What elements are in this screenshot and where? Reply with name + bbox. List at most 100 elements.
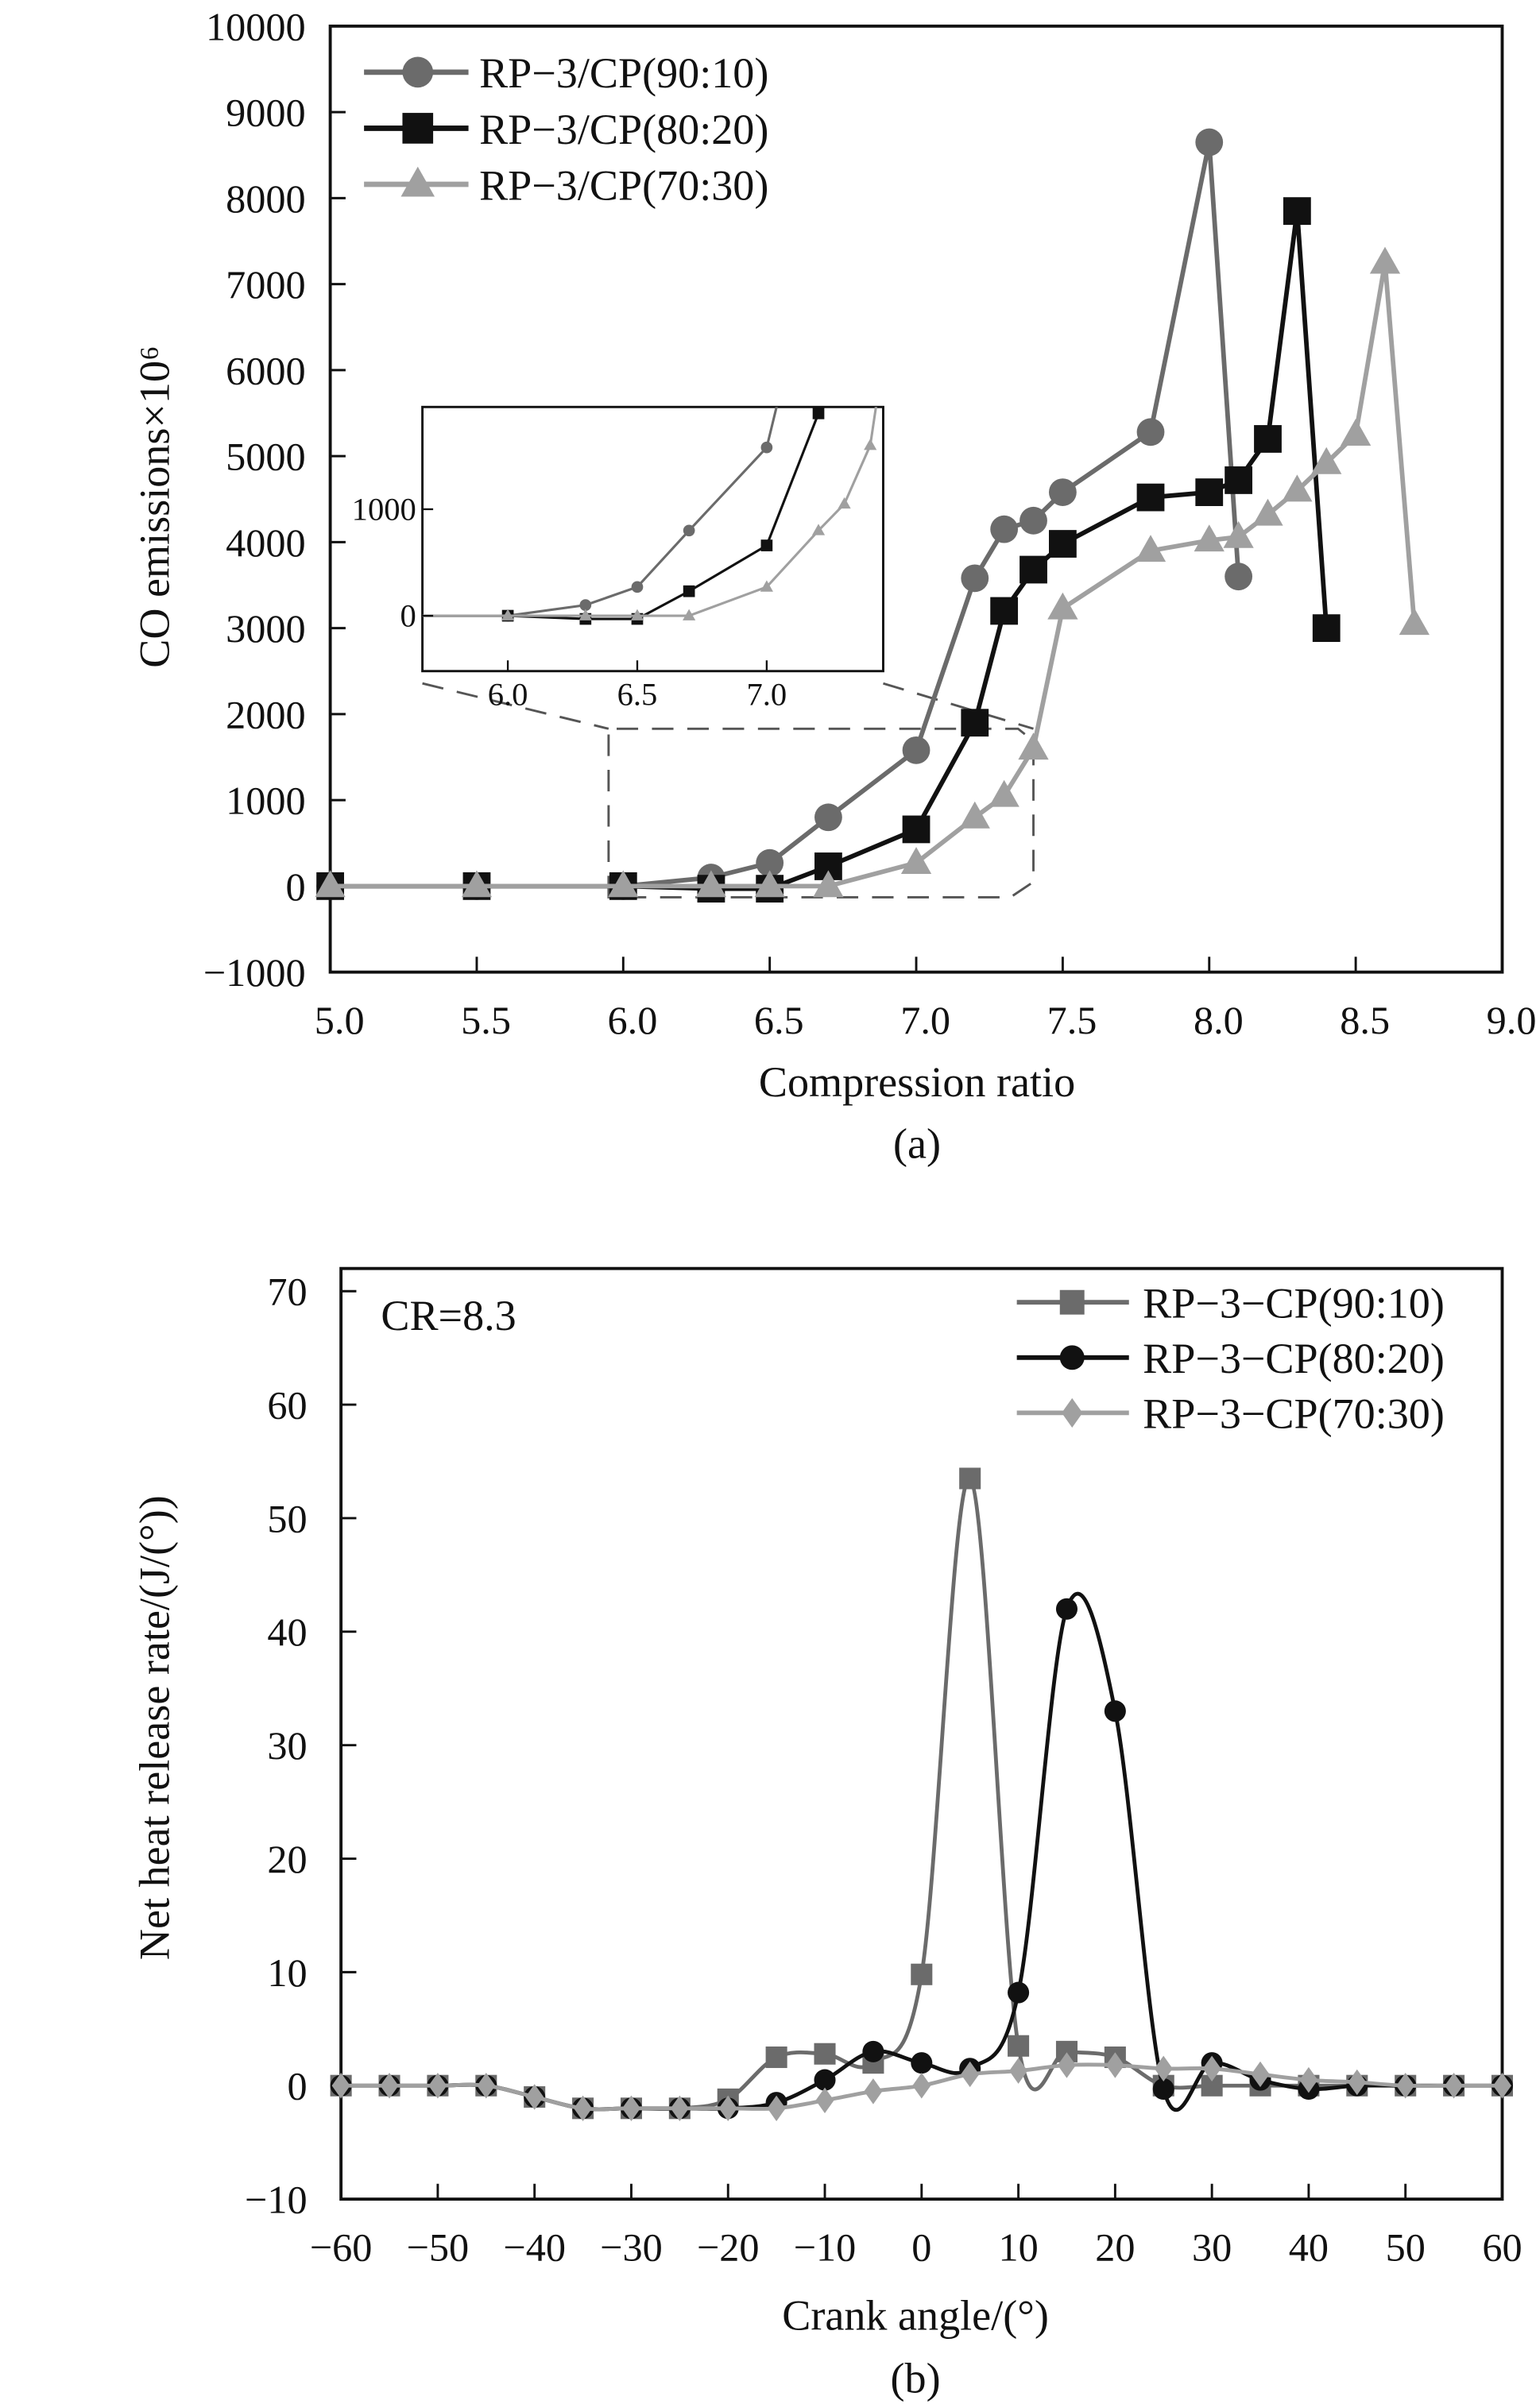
chart-b-data-point	[912, 2072, 931, 2099]
chart-a-legend-marker	[400, 166, 435, 197]
chart-a-inset-data-point	[968, 129, 980, 141]
chart-b-legend-label: RP−3−CP(70:30)	[1143, 1390, 1445, 1438]
chart-a-data-point	[813, 870, 844, 898]
chart-b-data-point	[1154, 2055, 1173, 2082]
chart-a-inset-data-point	[760, 441, 773, 454]
chart-a-inset-data-point	[1097, 119, 1109, 130]
chart-a-data-point	[989, 779, 1019, 807]
chart-b-xtick-label: 0	[911, 2224, 931, 2269]
chart-a-inset-data-point	[890, 186, 902, 198]
chart-b-data-point	[814, 2043, 836, 2065]
chart-b-xtick-label: 20	[1095, 2224, 1135, 2269]
chart-b-ytick-label: −10	[245, 2177, 308, 2221]
chart-b-ytick-label: 70	[267, 1270, 307, 1314]
chart-a-inset-data-point	[1201, 284, 1213, 296]
chart-a-inset-data-point	[838, 269, 850, 281]
chart-a-data-point	[1283, 197, 1311, 226]
chart-a-data-point	[814, 803, 842, 832]
chart-a-xtick-label: 7.0	[900, 998, 950, 1042]
chart-b-ytick-label: 50	[267, 1496, 307, 1540]
chart-b-data-point	[1055, 1598, 1078, 1620]
chart-a-xlabel: Compression ratio	[759, 1058, 1075, 1106]
chart-a-data-point	[1223, 520, 1254, 548]
chart-b-data-point	[621, 2095, 640, 2122]
chart-b-data-point	[1396, 2072, 1415, 2099]
chart-b-ytick-label: 10	[267, 1950, 307, 1995]
chart-b-data-point	[574, 2095, 593, 2122]
chart-a-data-point	[461, 870, 493, 898]
chart-b-data-point	[477, 2072, 496, 2099]
chart-a-inset-data-point	[630, 609, 644, 620]
chart-a-inset-data-point	[373, 610, 385, 622]
chart-b-xtick-label: −20	[697, 2224, 760, 2269]
chart-a-ytick-label: 6000	[226, 348, 306, 392]
chart-a-inset-data-point	[372, 609, 385, 620]
chart-b-xtick-label: 10	[998, 2224, 1038, 2269]
chart-a-legend-label: RP−3/CP(70:30)	[479, 161, 768, 209]
chart-b-xlabel: Crank angle/(°)	[782, 2291, 1049, 2339]
chart-a-data-point	[1135, 535, 1167, 562]
chart-a-xtick-label: 6.5	[754, 998, 804, 1042]
chart-b-ytick-label: 30	[267, 1723, 307, 1768]
chart-a-ytick-label: 5000	[226, 435, 306, 479]
chart-a-inset-data-point	[812, 407, 825, 419]
chart-a-inset-series-line	[422, 407, 877, 617]
chart-a-inset-data-point	[373, 610, 385, 622]
chart-a-xtick-label: 6.0	[608, 998, 658, 1042]
chart-b-xtick-label: 40	[1289, 2224, 1329, 2269]
chart-a-xtick-label: 7.5	[1047, 998, 1097, 1042]
chart-b-data-point	[525, 2084, 544, 2110]
chart-a-inset-data-point	[864, 439, 877, 450]
chart-b-data-point	[1299, 2066, 1318, 2093]
chart-a-legend-label: RP−3/CP(90:10)	[479, 49, 768, 97]
chart-a-data-point	[315, 870, 346, 898]
chart-b-data-point	[959, 1467, 981, 1490]
chart-b-legend-label: RP−3−CP(80:20)	[1143, 1335, 1445, 1382]
chart-a-inset-series-line	[422, 407, 822, 620]
chart-b-xtick-label: −40	[503, 2224, 566, 2269]
chart-a-data-point	[902, 736, 930, 764]
chart-a-inset-data-point	[865, 218, 876, 230]
chart-b-xtick-label: 60	[1482, 2224, 1522, 2269]
chart-a-data-point	[1048, 530, 1077, 558]
chart-a-inset-frame	[421, 405, 884, 673]
chart-a-data-point	[608, 870, 639, 898]
chart-a-ytick-label: −1000	[203, 950, 306, 995]
chart-a-xtick-label: 5.0	[315, 998, 365, 1042]
chart-a-inset-data-point	[1148, 50, 1161, 61]
chart-a-ytick-label: 10000	[206, 4, 306, 48]
chart-a-inset-series-line	[422, 407, 778, 617]
chart-a-legend-marker	[402, 56, 434, 88]
chart-a-data-point	[1282, 474, 1313, 502]
chart-b-data-point	[1202, 2055, 1221, 2082]
chart-a-data-point	[695, 870, 727, 898]
chart-a-inset-data-point	[683, 609, 696, 620]
chart-a-data-point	[1311, 446, 1342, 474]
chart-a-inset-data-point	[501, 609, 515, 620]
chart-a-data-point	[1019, 506, 1047, 535]
chart-a-data-point	[961, 709, 989, 737]
chart-a-ytick-label: 8000	[226, 176, 306, 221]
chart-b-legend-marker	[1059, 1345, 1085, 1370]
chart-b-data-point	[1492, 2072, 1511, 2099]
chart-b-ytick-label: 20	[267, 1837, 307, 1881]
chart-a-data-point	[900, 847, 932, 875]
chart-a-inset-ytick-label: 0	[400, 598, 416, 634]
chart-a-inset-data-point	[760, 539, 773, 551]
chart-a-xtick-label: 8.0	[1194, 998, 1244, 1042]
chart-b-data-point	[1445, 2072, 1464, 2099]
chart-b-xtick-label: −10	[794, 2224, 857, 2269]
chart-b-ytick-label: 0	[287, 2064, 307, 2108]
chart-a-inset-data-point	[683, 524, 695, 537]
chart-a-inset-xtick-label: 6.5	[617, 676, 658, 712]
chart-b-data-point	[670, 2095, 689, 2122]
chart-b-data-point	[911, 1963, 933, 1985]
chart-a-data-point	[1340, 419, 1372, 446]
chart-a-inset-data-point	[813, 229, 825, 241]
chart-a-inset-data-point	[1019, 122, 1031, 134]
chart-a-inset-data-point	[1071, 56, 1083, 68]
chart-b-data-point	[1105, 2052, 1124, 2078]
chart-a-legend-marker	[402, 113, 434, 144]
chart-a-data-point	[1019, 555, 1047, 584]
chart-a-data-point	[1225, 562, 1253, 591]
